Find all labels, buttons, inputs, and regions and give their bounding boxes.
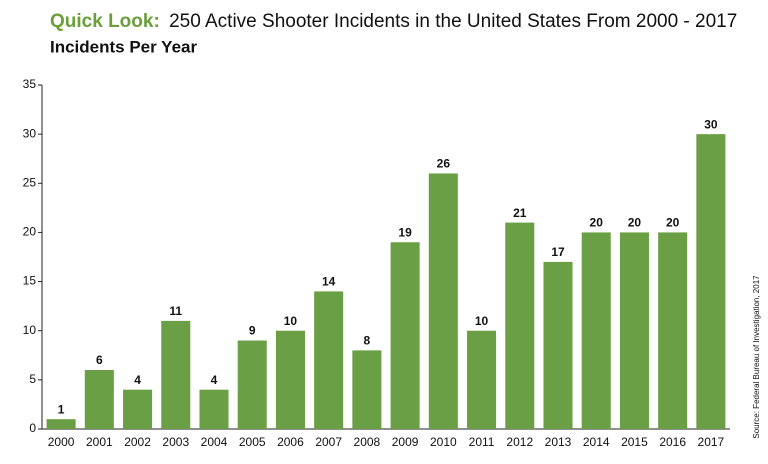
- x-tick-label: 2004: [201, 435, 228, 449]
- value-label: 11: [169, 304, 182, 318]
- y-tick-label: 30: [23, 126, 37, 140]
- x-tick-label: 2012: [506, 435, 533, 449]
- value-label: 20: [628, 216, 642, 230]
- value-label: 30: [704, 117, 718, 131]
- value-label: 8: [364, 334, 371, 348]
- bar: [505, 222, 535, 429]
- bar: [390, 242, 420, 429]
- bar: [84, 370, 114, 429]
- source-note: Source: Federal Bureau of Investigation,…: [752, 275, 761, 439]
- value-label: 9: [249, 324, 256, 338]
- x-tick-label: 2006: [277, 435, 304, 449]
- bar: [543, 261, 573, 429]
- value-label: 26: [437, 157, 451, 171]
- bar: [658, 232, 688, 429]
- x-tick-label: 2011: [469, 435, 495, 449]
- y-tick-label: 35: [23, 77, 37, 91]
- y-tick-label: 5: [29, 372, 36, 386]
- x-tick-label: 2008: [354, 435, 381, 449]
- value-label: 14: [322, 275, 336, 289]
- value-label: 19: [398, 225, 412, 239]
- bar: [696, 134, 726, 429]
- x-tick-label: 2005: [239, 435, 266, 449]
- chart-title: Quick Look: 250 Active Shooter Incidents…: [50, 11, 737, 32]
- y-tick-label: 20: [23, 225, 37, 239]
- x-tick-label: 2017: [698, 435, 725, 449]
- x-tick-label: 2000: [48, 435, 75, 449]
- value-label: 21: [513, 206, 527, 220]
- title-lead: Quick Look:: [50, 11, 160, 32]
- bar: [619, 232, 649, 429]
- value-label: 1: [58, 402, 65, 416]
- x-tick-label: 2014: [583, 435, 610, 449]
- x-tick-label: 2003: [162, 435, 189, 449]
- value-label: 20: [590, 216, 604, 230]
- bar: [199, 389, 229, 429]
- chart-subtitle: Incidents Per Year: [50, 37, 197, 56]
- title-text: 250 Active Shooter Incidents in the Unit…: [169, 11, 737, 32]
- bar: [467, 330, 497, 429]
- x-tick-label: 2009: [392, 435, 419, 449]
- value-label: 17: [551, 245, 565, 259]
- bar: [275, 330, 305, 429]
- value-label: 6: [96, 353, 103, 367]
- value-label: 10: [284, 314, 298, 328]
- x-tick-label: 2002: [124, 435, 151, 449]
- bar: [352, 350, 382, 429]
- bar: [161, 320, 191, 429]
- bar: [428, 173, 458, 429]
- x-tick-label: 2001: [86, 435, 113, 449]
- y-tick-label: 15: [23, 274, 37, 288]
- bar: [123, 389, 153, 429]
- x-tick-label: 2015: [621, 435, 648, 449]
- x-tick-label: 2010: [430, 435, 457, 449]
- bar: [314, 291, 344, 429]
- y-tick-label: 0: [29, 421, 36, 435]
- value-label: 10: [475, 314, 489, 328]
- y-tick-label: 10: [23, 323, 37, 337]
- bar: [237, 340, 267, 429]
- value-label: 4: [134, 373, 141, 387]
- y-tick-label: 25: [23, 175, 37, 189]
- value-label: 4: [211, 373, 218, 387]
- bar: [46, 419, 76, 429]
- x-tick-label: 2013: [545, 435, 572, 449]
- x-tick-label: 2016: [659, 435, 686, 449]
- value-label: 20: [666, 216, 680, 230]
- bar: [581, 232, 611, 429]
- x-tick-label: 2007: [315, 435, 342, 449]
